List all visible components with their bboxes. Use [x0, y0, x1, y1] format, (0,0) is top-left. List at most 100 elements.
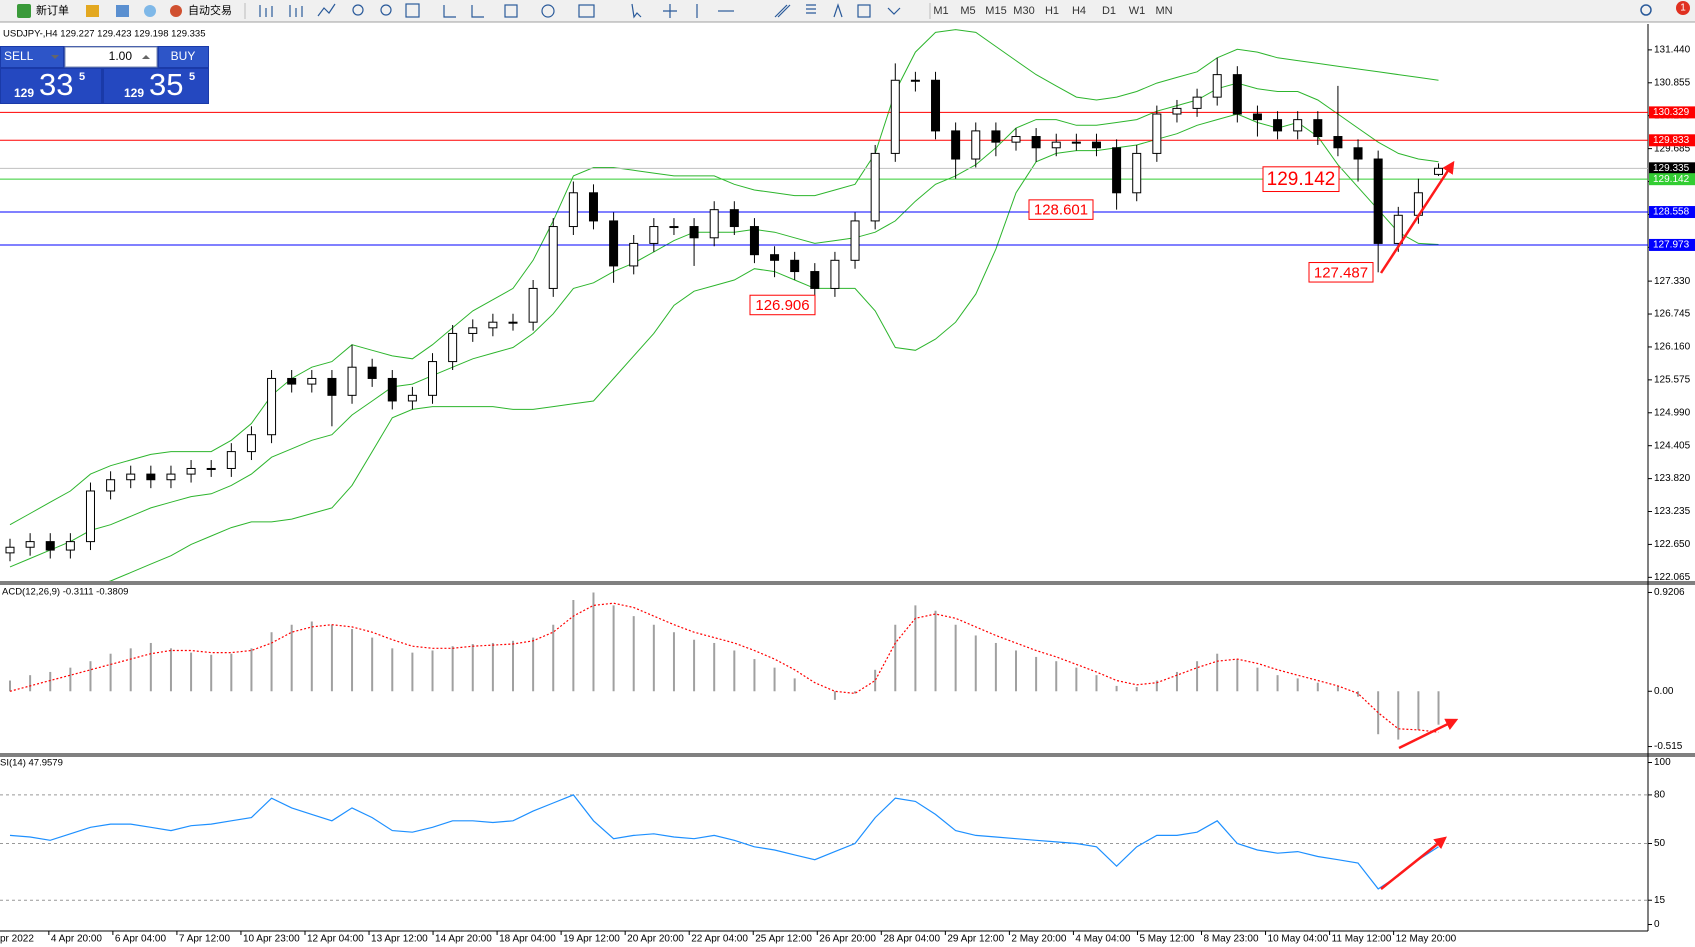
candle-body [649, 226, 659, 244]
chart-tools[interactable] [259, 3, 901, 19]
price-level-box [1649, 106, 1695, 119]
candle-body [669, 226, 679, 229]
candle-body [870, 152, 880, 222]
candle-body [1434, 167, 1444, 175]
candle-body [528, 287, 538, 323]
candle-body [689, 226, 699, 239]
annotation-label: 126.906 [755, 297, 809, 314]
bar-chart-tool[interactable] [259, 5, 273, 17]
auto-trading-icon[interactable] [170, 5, 182, 17]
buy-button[interactable] [159, 47, 208, 67]
candle-tool[interactable] [289, 5, 303, 17]
timeframe-button[interactable]: M5 [960, 5, 975, 17]
candle-body [25, 541, 35, 548]
candle-body [1031, 136, 1041, 149]
ask-box[interactable] [104, 69, 208, 103]
sell-button[interactable] [1, 47, 63, 67]
templates[interactable] [578, 4, 595, 18]
auto-trading-button[interactable]: 自动交易 [188, 3, 232, 17]
lots-down[interactable] [51, 55, 59, 59]
timeframe-button[interactable]: D1 [1102, 5, 1116, 17]
candle-body [65, 541, 75, 551]
icon[interactable] [86, 5, 99, 17]
candle-body [126, 473, 136, 481]
new-order-button[interactable]: 新订单 [36, 3, 69, 17]
candle-body [890, 79, 900, 154]
periods[interactable] [541, 4, 555, 18]
alert-badge[interactable] [1676, 1, 1690, 15]
icon[interactable] [116, 5, 129, 17]
macd-chart [9, 592, 1440, 740]
channel[interactable] [774, 4, 791, 18]
candle-body [85, 490, 95, 543]
candle-body [1112, 147, 1122, 194]
price-level-box [1649, 134, 1695, 147]
icon[interactable] [144, 5, 156, 17]
lots-input[interactable] [64, 46, 158, 68]
y-tick-label: 80 [1654, 790, 1666, 801]
candle-body [226, 451, 236, 469]
crosshair[interactable] [663, 4, 677, 18]
arrows[interactable] [887, 7, 901, 15]
candle-body [367, 366, 377, 379]
timeframe-button[interactable]: M15 [985, 5, 1006, 17]
y-tick-label: 123.235 [1654, 506, 1691, 517]
drawn-arrow [1398, 718, 1459, 750]
rsi-chart [0, 794, 1648, 901]
candle-body [146, 473, 156, 481]
main-chart: 129.142 128.601 126.906 127.487 [0, 29, 1648, 581]
y-tick-label: 50 [1654, 838, 1666, 849]
candle-body [267, 377, 277, 436]
chart-shift[interactable] [471, 5, 484, 18]
x-tick-label: 2 May 20:00 [1011, 934, 1066, 945]
candle-body [347, 366, 357, 396]
timeframe-button[interactable]: M1 [933, 5, 948, 17]
candle-body [1192, 96, 1202, 109]
candle-body [106, 479, 116, 492]
line-tool[interactable] [317, 3, 336, 17]
search[interactable] [1640, 4, 1652, 16]
auto-scroll[interactable] [443, 5, 456, 18]
candle-body [991, 130, 1001, 143]
timeframe-button[interactable]: H4 [1072, 5, 1086, 17]
bid-box[interactable] [1, 69, 101, 103]
timeframe-button[interactable]: W1 [1129, 5, 1146, 17]
timeframe-button[interactable]: H1 [1045, 5, 1059, 17]
cursor[interactable] [631, 3, 642, 19]
candle-body [568, 192, 578, 228]
candle-body [1172, 107, 1182, 115]
candle-body [186, 467, 196, 475]
axes: 131.440130.855130.270129.685129.100128.5… [0, 45, 1695, 945]
candle-body [850, 220, 860, 261]
lots-up[interactable] [142, 55, 150, 59]
x-tick-label: 26 Apr 20:00 [819, 934, 876, 945]
candle-body [749, 226, 759, 256]
timeframe-button[interactable]: MN [1155, 5, 1172, 17]
candle-body [508, 321, 518, 324]
bollinger-lower [108, 113, 1439, 581]
candle-body [1373, 158, 1383, 244]
x-tick-label: 7 Apr 12:00 [179, 934, 231, 945]
drawn-arrow [1379, 160, 1455, 274]
fibo[interactable] [806, 4, 816, 14]
label-tool[interactable] [857, 4, 871, 18]
zoom-out[interactable] [380, 4, 392, 16]
y-tick-label: 126.745 [1654, 309, 1691, 320]
macd-signal [9, 602, 1439, 733]
candle-body [448, 332, 458, 363]
price-level-box [1649, 162, 1695, 175]
lots-value[interactable]: 1.00 [109, 49, 133, 63]
indicators[interactable] [504, 4, 518, 18]
candle-body [1393, 214, 1403, 244]
candle-body [1293, 119, 1303, 132]
timeframe-button[interactable]: M30 [1013, 5, 1034, 17]
panel-separator [0, 581, 1695, 585]
x-tick-label: 19 Apr 12:00 [563, 934, 620, 945]
zoom-in[interactable] [352, 4, 364, 16]
buy-label[interactable]: BUY [171, 49, 196, 63]
sell-label[interactable]: SELL [4, 49, 34, 63]
tile-windows[interactable] [405, 3, 420, 18]
text-tool[interactable] [833, 3, 843, 18]
new-order-icon[interactable] [17, 4, 31, 18]
price-level-box [1649, 206, 1695, 219]
